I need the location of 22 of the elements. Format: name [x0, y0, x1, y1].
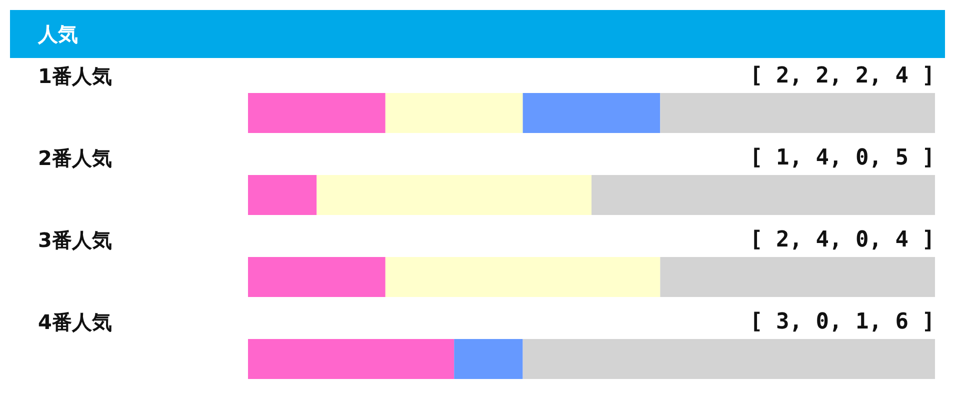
- bar: [248, 339, 454, 379]
- bar: [522, 339, 935, 379]
- bar: [454, 339, 523, 379]
- bar: [385, 257, 660, 297]
- bar: [592, 175, 935, 215]
- annotation: [ 2, 2, 2, 4 ]: [750, 64, 935, 88]
- bar: [248, 175, 317, 215]
- y-tick-label: 4番人気: [38, 310, 112, 334]
- bar: [248, 93, 386, 133]
- bar: [316, 175, 592, 215]
- bar: [248, 257, 386, 297]
- bar: [385, 93, 523, 133]
- y-tick-label: 3番人気: [38, 228, 112, 252]
- y-tick-label: 2番人気: [38, 146, 112, 170]
- annotation: [ 2, 4, 0, 4 ]: [750, 228, 935, 252]
- bar: [522, 93, 660, 133]
- bar: [660, 257, 935, 297]
- annotation: [ 3, 0, 1, 6 ]: [750, 310, 935, 334]
- y-tick-label: 1番人気: [38, 64, 112, 88]
- bar: [660, 93, 935, 133]
- annotation: [ 1, 4, 0, 5 ]: [750, 146, 935, 170]
- text: 人気: [37, 22, 78, 46]
